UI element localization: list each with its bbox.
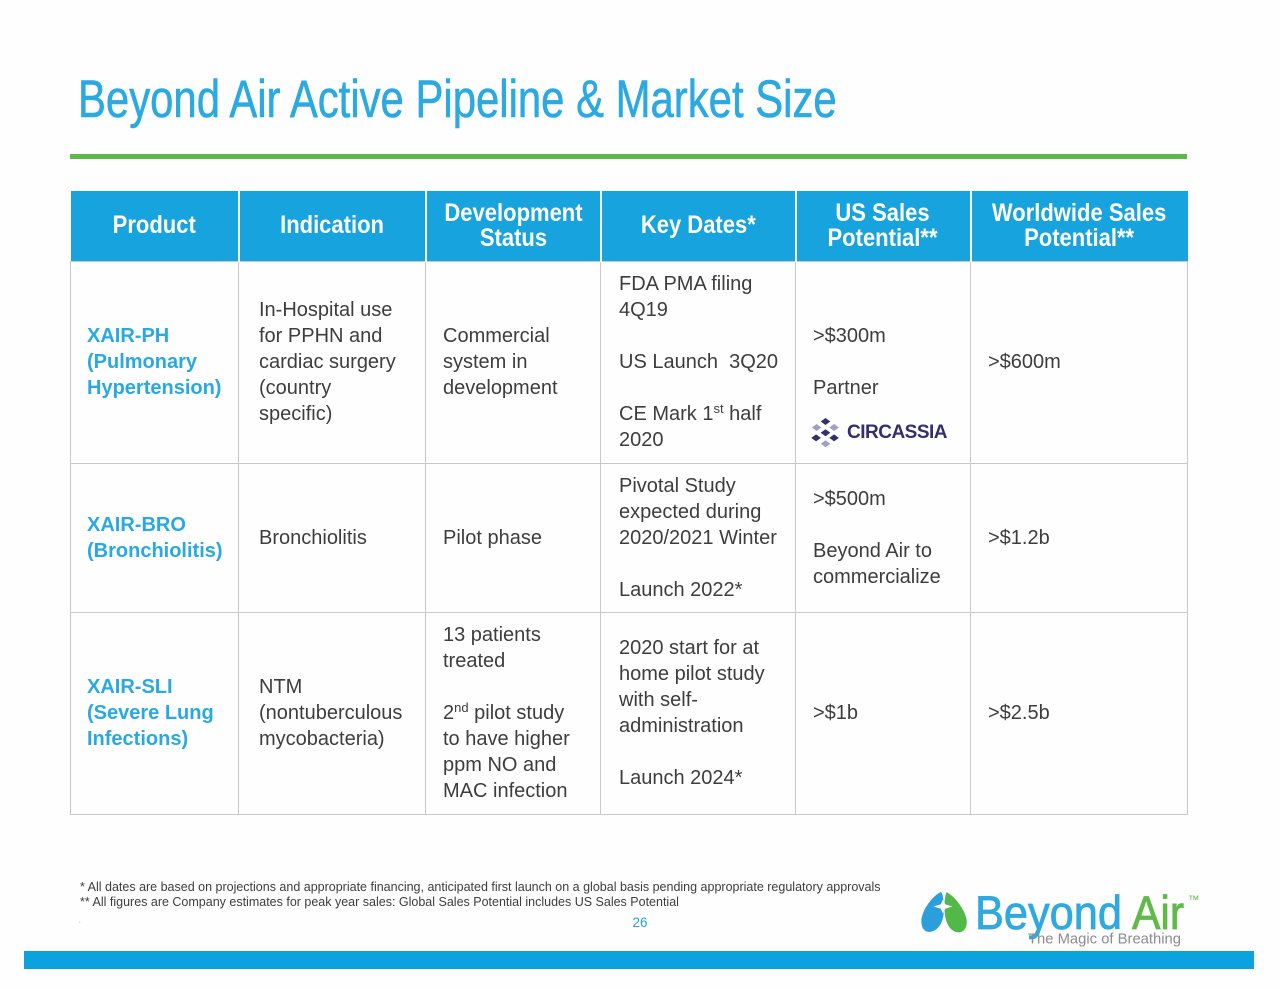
svg-text:Air: Air: [1132, 888, 1184, 939]
svg-text:Beyond: Beyond: [975, 888, 1122, 939]
svg-text:™: ™: [1188, 895, 1200, 907]
svg-text:The Magic of Breathing: The Magic of Breathing: [1028, 932, 1181, 948]
